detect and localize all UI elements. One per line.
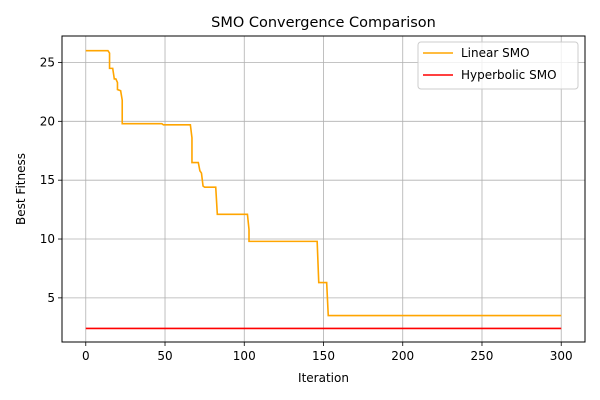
x-tick-label: 0 [82,349,90,363]
legend-label-hyperbolic-smo: Hyperbolic SMO [461,68,557,82]
y-tick-label: 20 [40,114,55,128]
grid-layer [62,36,585,342]
series-layer [85,49,562,330]
tick-layer: 0 50 100 150 200 250 300 5 10 15 20 25 [40,55,573,363]
x-tick-label: 150 [312,349,335,363]
y-tick-label: 10 [40,232,55,246]
x-axis-label: Iteration [298,371,349,385]
legend-label-linear-smo: Linear SMO [461,46,530,60]
chart-title: SMO Convergence Comparison [211,15,436,31]
x-tick-label: 250 [471,349,494,363]
x-tick-label: 50 [157,349,172,363]
y-tick-label: 5 [47,291,55,305]
y-tick-label: 25 [40,55,55,69]
legend: Linear SMO Hyperbolic SMO [417,41,579,90]
x-tick-label: 100 [233,349,256,363]
series-line-linear-smo [85,49,562,317]
x-tick-label: 200 [391,349,414,363]
x-tick-label: 300 [550,349,573,363]
y-axis-label: Best Fitness [14,153,28,225]
legend-box [417,41,579,90]
y-tick-label: 15 [40,173,55,187]
